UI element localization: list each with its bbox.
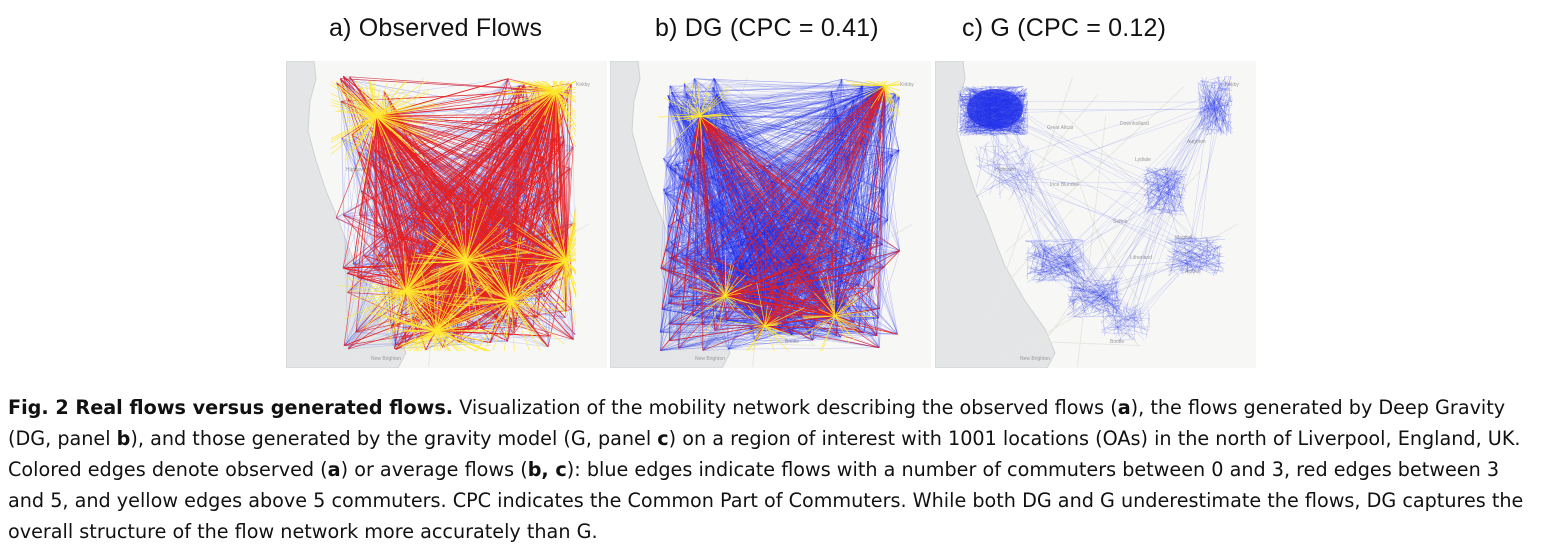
flow-network-svg-b: Kirkby Great Altcar Downholland Aughton Lydi… — [610, 61, 931, 368]
panel-b-map-label: Great Altcar — [722, 125, 749, 131]
caption-text-5: ) or average flows ( — [340, 458, 528, 481]
panel-b-map-label: Aintree — [860, 269, 876, 275]
panel-b-map-label: Hightown — [670, 167, 691, 173]
panel-a-map-label: Downholland — [471, 121, 500, 127]
panel-c-map-label: Maghull — [1175, 235, 1193, 241]
panel-b-yellow-edges — [657, 80, 901, 352]
panel-b-map-label: Lydiate — [810, 157, 826, 163]
panel-a-title: a) Observed Flows — [329, 14, 543, 42]
caption-ref-b1: b — [116, 427, 131, 450]
panel-b-map-label: Downholland — [795, 121, 824, 127]
caption-ref-c1: c — [657, 427, 669, 450]
panel-c-sea — [935, 61, 1056, 368]
panel-a-map-label: Aintree — [536, 269, 552, 275]
panel-c-map-label: Bootle — [1110, 339, 1124, 345]
panel-a-yellow-edges — [330, 80, 577, 352]
panel-c-map-label: Downholland — [1120, 121, 1149, 127]
panel-b-map-label: Maghull — [850, 235, 868, 241]
caption-text-3: ), and those generated by the gravity mo… — [130, 427, 658, 450]
panel-b-map-label: New Brighton — [695, 356, 725, 362]
panel-b-map-label: Aughton — [862, 139, 881, 145]
panel-a-map-label: Kirkby — [576, 82, 590, 88]
flow-network-svg-c: Kirkby Great Altcar Downholland Aughton Lydi… — [935, 61, 1256, 368]
caption-text-4: ) on a region of interest with 1001 loca… — [8, 427, 1521, 481]
panel-a-map-label: New Brighton — [371, 356, 401, 362]
panel-c-map-label: Sefton — [1113, 219, 1128, 225]
panel-a-map-label: Ince Blundell — [401, 182, 430, 188]
figure-caption: Fig. 2 Real flows versus generated flows… — [8, 392, 1536, 547]
panel-b-sea — [610, 61, 731, 368]
panel-c-map-label: Ince Blundell — [1050, 182, 1079, 188]
panel-c-map-label: Litherland — [1130, 255, 1152, 261]
panel-b-map-label: Litherland — [805, 255, 827, 261]
panel-a-map-label: Bootle — [461, 339, 475, 345]
caption-ref-a2: a — [327, 458, 341, 481]
panel-b-map-label: Ince Blundell — [725, 182, 754, 188]
panel-b-dg-flows-map: Kirkby Great Altcar Downholland Aughton Lydi… — [610, 61, 931, 368]
caption-text-6: ): blue edges indicate flows with a numb… — [8, 458, 1524, 543]
panel-b-map-label: Sefton — [788, 219, 803, 225]
panel-b-title: b) DG (CPC = 0.41) — [655, 14, 879, 42]
panel-b-map-label: Kirkby — [900, 82, 914, 88]
panel-a-sea — [286, 61, 407, 368]
panel-c-map-label: Aintree — [1185, 269, 1201, 275]
caption-ref-bc: b, c — [527, 458, 567, 481]
caption-ref-a1: a — [1117, 396, 1131, 419]
caption-fig-label: Fig. 2 Real flows versus generated flows… — [8, 396, 454, 419]
panel-b-map-label: Bootle — [785, 339, 799, 345]
caption-text-2: ), the flows generated by Deep Gravity (… — [8, 396, 1506, 450]
caption-text-1: Visualization of the mobility network de… — [453, 396, 1118, 419]
panel-c-map-label: New Brighton — [1020, 356, 1050, 362]
panel-c-map-label: Aughton — [1187, 139, 1206, 145]
panel-c-roads — [987, 77, 1238, 367]
panel-c-map-label: Lydiate — [1135, 157, 1151, 163]
panel-c-map-label: Hightown — [995, 167, 1016, 173]
panel-c-g-flows-map: Kirkby Great Altcar Downholland Aughton Lydi… — [935, 61, 1256, 368]
panel-c-map-label: Kirkby — [1225, 82, 1239, 88]
panel-c-map-label: Great Altcar — [1047, 125, 1074, 131]
panel-c-dense-cluster — [967, 89, 1023, 129]
panel-c-title: c) G (CPC = 0.12) — [962, 14, 1167, 42]
